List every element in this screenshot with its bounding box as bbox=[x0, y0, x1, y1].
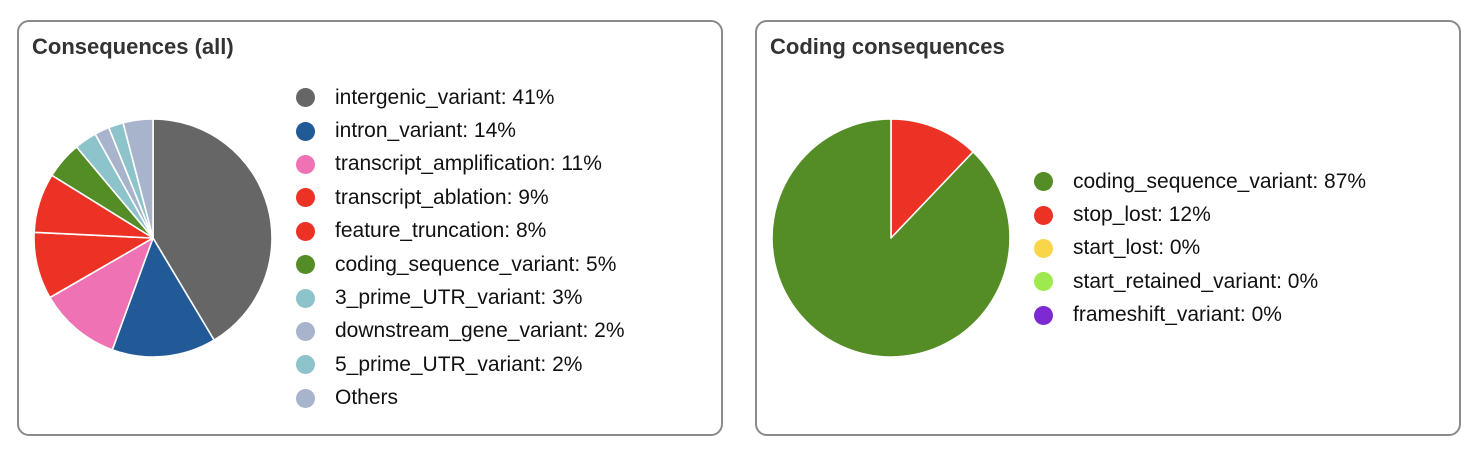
legend-item: Others bbox=[296, 382, 625, 415]
legend-swatch bbox=[1034, 205, 1053, 225]
legend-item: start_lost: 0% bbox=[1034, 232, 1366, 265]
chart-title: Consequences (all) bbox=[32, 34, 234, 59]
pie-slice-intergenic-variant bbox=[152, 118, 273, 341]
legend-item: coding_sequence_variant: 87% bbox=[1034, 165, 1366, 198]
legend-swatch bbox=[1034, 272, 1053, 292]
legend-label: start_lost: 0% bbox=[1073, 236, 1201, 260]
pie-slice-coding-sequence-variant bbox=[771, 118, 1011, 358]
legend-label: intergenic_variant: 41% bbox=[335, 85, 555, 109]
legend-label: coding_sequence_variant: 5% bbox=[335, 252, 617, 276]
coding-consequences-pie bbox=[771, 118, 1011, 358]
legend-swatch bbox=[296, 88, 315, 108]
legend-swatch bbox=[1034, 172, 1053, 192]
legend: coding_sequence_variant: 87% stop_lost: 1… bbox=[1034, 165, 1366, 332]
consequences-all-panel: Consequences (all) intergenic_variant: 4… bbox=[17, 20, 723, 436]
legend-swatch bbox=[296, 188, 315, 208]
legend-swatch bbox=[296, 355, 315, 375]
legend-item: transcript_ablation: 9% bbox=[296, 181, 625, 214]
legend-label: Others bbox=[335, 386, 399, 410]
legend-label: frameshift_variant: 0% bbox=[1073, 303, 1282, 327]
legend-item: 3_prime_UTR_variant: 3% bbox=[296, 281, 625, 314]
legend-label: transcript_amplification: 11% bbox=[335, 152, 602, 176]
legend-label: transcript_ablation: 9% bbox=[335, 185, 549, 209]
legend-swatch bbox=[296, 388, 315, 408]
legend-label: intron_variant: 14% bbox=[335, 119, 516, 143]
legend-item: coding_sequence_variant: 5% bbox=[296, 248, 625, 281]
chart-title: Coding consequences bbox=[770, 34, 1005, 59]
legend-label: downstream_gene_variant: 2% bbox=[335, 319, 625, 343]
legend-item: start_retained_variant: 0% bbox=[1034, 265, 1366, 298]
coding-consequences-panel: Coding consequences coding_sequence_vari… bbox=[755, 20, 1461, 436]
legend-label: coding_sequence_variant: 87% bbox=[1073, 169, 1367, 193]
legend-swatch bbox=[1034, 305, 1053, 325]
pie-slice-intron-variant bbox=[111, 237, 215, 358]
legend-swatch bbox=[296, 255, 315, 275]
legend-swatch bbox=[296, 288, 315, 308]
legend-swatch bbox=[1034, 238, 1053, 258]
legend-label: feature_truncation: 8% bbox=[335, 219, 547, 243]
legend: intergenic_variant: 41% intron_variant: 1… bbox=[296, 81, 625, 415]
legend-swatch bbox=[296, 321, 315, 341]
legend-item: intron_variant: 14% bbox=[296, 114, 625, 147]
legend-item: 5_prime_UTR_variant: 2% bbox=[296, 348, 625, 381]
legend-item: intergenic_variant: 41% bbox=[296, 81, 625, 114]
legend-item: frameshift_variant: 0% bbox=[1034, 299, 1366, 332]
legend-swatch bbox=[296, 121, 315, 141]
legend-label: 5_prime_UTR_variant: 2% bbox=[335, 352, 583, 376]
pie-slice-transcript-amplification bbox=[49, 237, 154, 351]
pie-slice-stop-lost bbox=[890, 118, 974, 239]
legend-label: start_retained_variant: 0% bbox=[1073, 269, 1319, 293]
legend-item: feature_truncation: 8% bbox=[296, 215, 625, 248]
legend-label: stop_lost: 12% bbox=[1073, 203, 1211, 227]
consequences-all-pie bbox=[33, 118, 273, 358]
pie-slice-others bbox=[122, 118, 154, 239]
legend-item: downstream_gene_variant: 2% bbox=[296, 315, 625, 348]
legend-item: stop_lost: 12% bbox=[1034, 198, 1366, 231]
legend-swatch bbox=[296, 221, 315, 241]
legend-item: transcript_amplification: 11% bbox=[296, 148, 625, 181]
legend-label: 3_prime_UTR_variant: 3% bbox=[335, 286, 583, 310]
legend-swatch bbox=[296, 154, 315, 174]
